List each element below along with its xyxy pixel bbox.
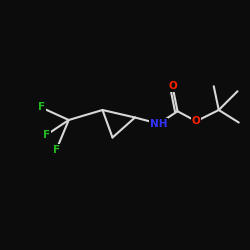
Text: O: O: [192, 116, 200, 126]
Text: F: F: [43, 130, 50, 140]
Text: NH: NH: [150, 119, 168, 129]
Text: F: F: [53, 145, 60, 155]
Text: O: O: [168, 81, 177, 91]
Text: F: F: [38, 102, 45, 113]
